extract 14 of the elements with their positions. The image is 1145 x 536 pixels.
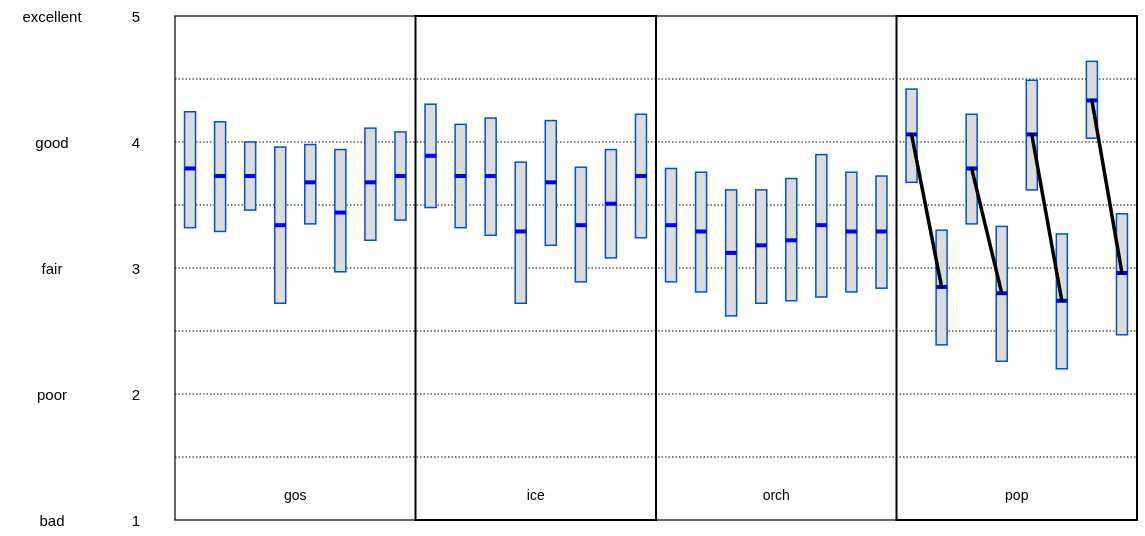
text: good [35,133,69,151]
annotation: pop [1005,487,1029,503]
text: bad [39,511,65,529]
annotation: gos [283,487,307,503]
annotation: orch [762,487,790,503]
annotation: ice [526,487,545,503]
text: fair [41,259,63,277]
y-tick-label: 5 [131,7,141,25]
y-tick-label: 2 [131,385,141,403]
y-tick-label: 4 [131,133,141,151]
y-tick-label: 1 [131,511,141,529]
text: poor [36,385,68,403]
y-tick-label: 3 [131,259,141,277]
text: excellent [22,7,83,25]
